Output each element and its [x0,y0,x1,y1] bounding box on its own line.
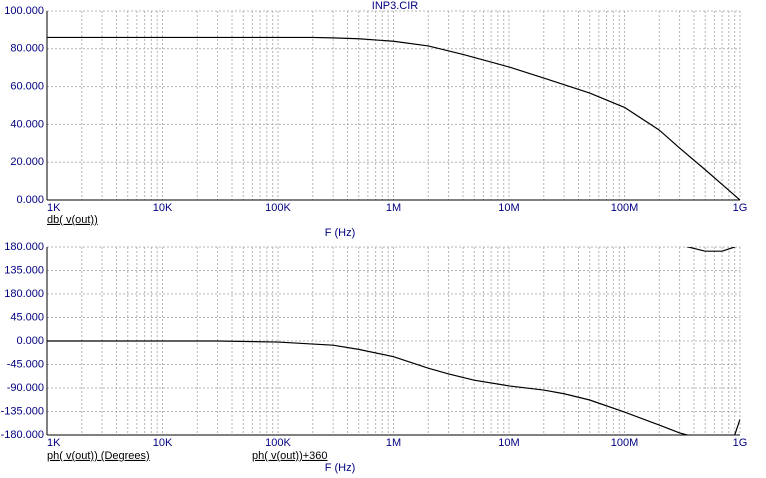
y-tick-label: -90.000 [7,382,44,394]
x-tick-label: 1K [47,437,61,449]
x-tick-label: 1G [733,437,748,449]
x-tick-label: 10M [498,437,519,449]
line-series [685,247,736,252]
x-tick-label: 10K [153,202,173,214]
y-tick-label: -45.000 [7,358,44,370]
x-tick-label: 10K [153,437,173,449]
x-tick-label: 10M [498,202,519,214]
x-tick-label: 100K [265,437,291,449]
y-tick-label: 0.000 [16,335,44,347]
x-tick-label: 1M [386,437,401,449]
x-tick-label: 1M [386,202,401,214]
x-axis-label: F (Hz) [325,227,356,239]
x-tick-label: 1G [733,202,748,214]
y-tick-label: 80.000 [10,43,44,55]
line-series [47,340,740,435]
y-tick-label: 0.000 [16,194,44,206]
y-tick-label: 100.000 [4,5,44,17]
x-tick-label: 100M [611,437,639,449]
y-tick-label: 60.000 [10,81,44,93]
line-series [47,36,740,200]
x-tick-label: 1K [47,202,61,214]
y-tick-label: -180.000 [1,429,44,441]
y-tick-label: 180.000 [4,241,44,253]
y-tick-label: 40.000 [10,118,44,130]
x-tick-label: 100K [265,202,291,214]
y-tick-label: -135.000 [1,405,44,417]
y-tick-label: 135.000 [4,264,44,276]
y-tick-label: 20.000 [10,156,44,168]
legend-label: db( v(out)) [47,214,98,226]
y-tick-label: 45.000 [10,311,44,323]
chart-title: INP3.CIR [372,0,419,12]
x-axis-label: F (Hz) [325,462,356,474]
x-tick-label: 100M [611,202,639,214]
y-tick-label: 180.000 [4,288,44,300]
legend-label: ph( v(out))+360 [252,450,328,462]
legend-label: ph( v(out)) (Degrees) [47,450,150,462]
